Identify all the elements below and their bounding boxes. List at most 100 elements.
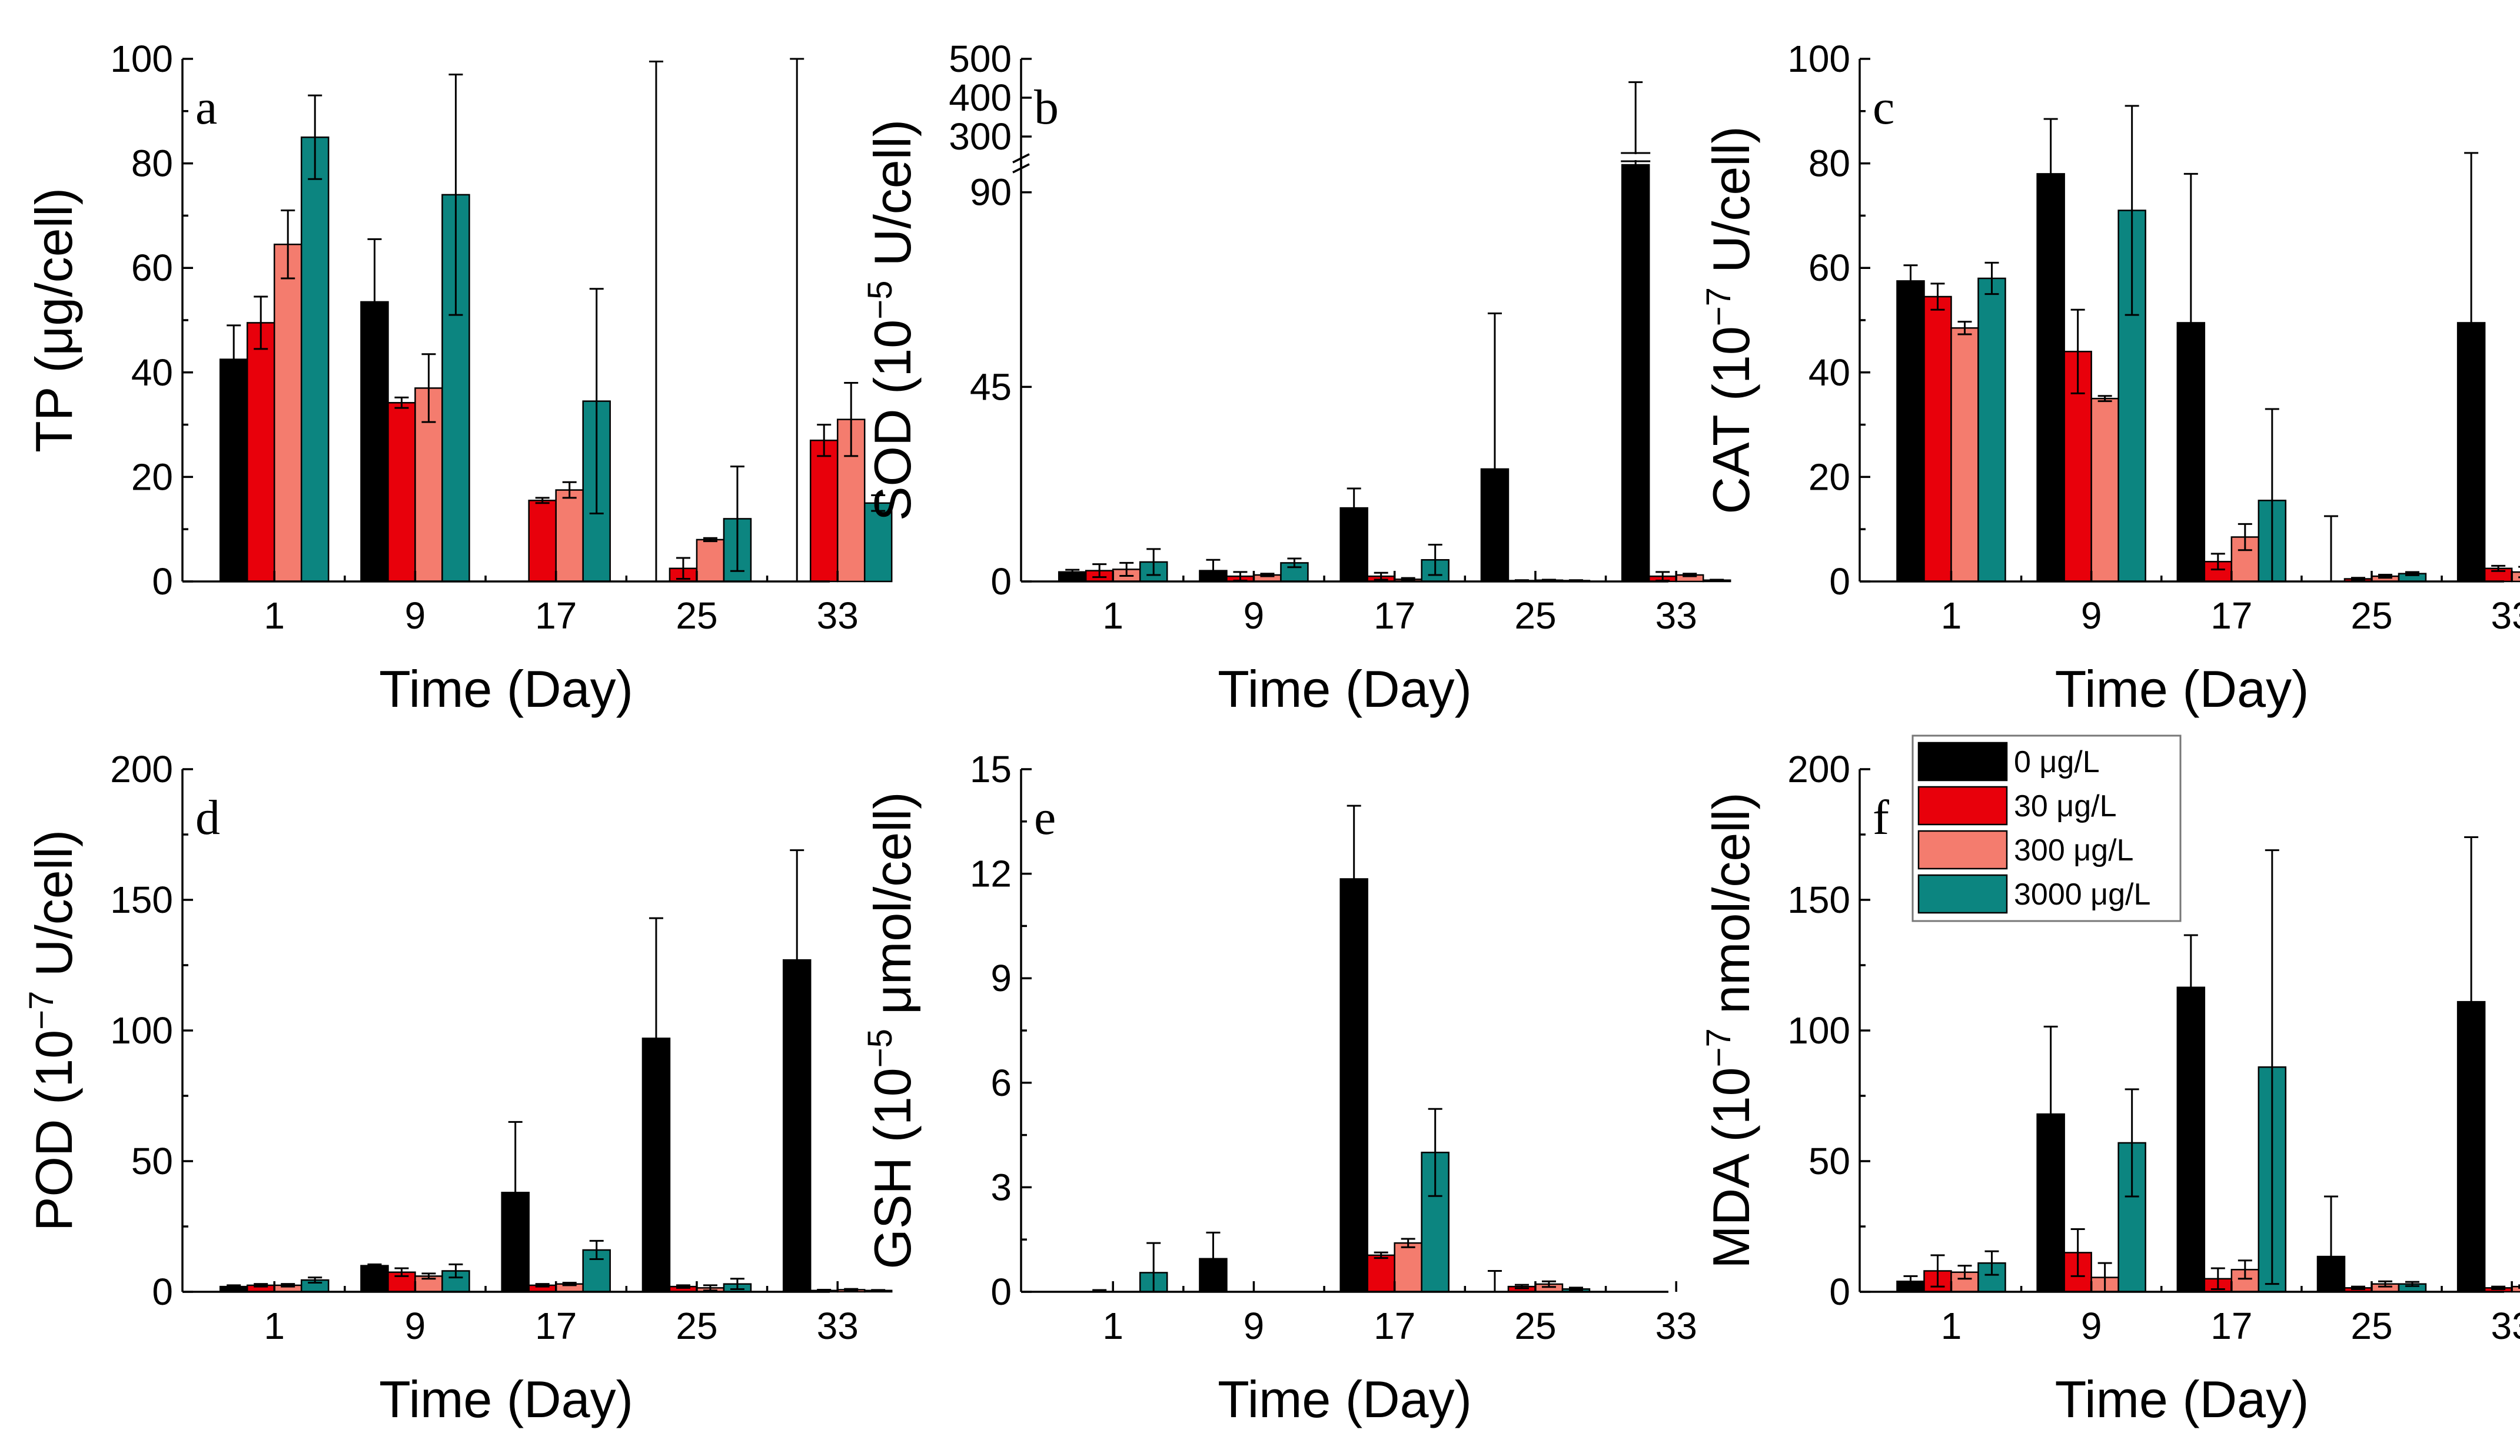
y-tick-label-f-0: 0 xyxy=(1829,1271,1850,1313)
bar-a-s0-c0 xyxy=(219,358,248,583)
x-tick-label-a-4: 33 xyxy=(817,594,859,637)
y-tick-label-c-0: 0 xyxy=(1829,560,1850,603)
y-tick-label-b-1: 45 xyxy=(970,365,1012,408)
x-tick-label-b-4: 33 xyxy=(1655,594,1697,637)
y-tick-label-e-4: 12 xyxy=(970,853,1012,895)
bar-a-s1-c2 xyxy=(528,500,557,583)
y-axis-title-superscript: −5 xyxy=(861,281,899,320)
x-tick-label-b-2: 17 xyxy=(1374,594,1415,637)
y-tick-label-e-0: 0 xyxy=(990,1271,1012,1313)
x-tick-label-f-4: 33 xyxy=(2491,1305,2520,1347)
y-tick-label-a-5: 100 xyxy=(110,38,173,80)
y-tick-label-c-4: 80 xyxy=(1808,142,1850,185)
x-axis-title-b: Time (Day) xyxy=(1218,660,1472,718)
x-axis-title-c: Time (Day) xyxy=(2055,660,2309,718)
y-tick-label-c-1: 20 xyxy=(1808,456,1850,498)
y-axis-title-tail: U/cell) xyxy=(1702,126,1760,287)
x-tick-label-e-4: 33 xyxy=(1655,1305,1697,1347)
y-tick-label-d-0: 0 xyxy=(152,1271,173,1313)
y-axis-title-d: POD (10−7 U/cell) xyxy=(22,830,83,1231)
y-tick-label-d-1: 50 xyxy=(131,1140,173,1182)
legend-swatch-1 xyxy=(1917,786,2008,826)
bar-c-s2-c1 xyxy=(2090,397,2119,583)
x-tick-label-d-3: 25 xyxy=(676,1305,717,1347)
panel-d: 0 50 100 150 200 1 9 17 25 33 Time (Day) POD (10−7 … xyxy=(22,748,893,1428)
bar-a-s2-c3 xyxy=(696,538,725,583)
y-axis-title-superscript: −5 xyxy=(861,1029,899,1068)
panel-letter-a: a xyxy=(195,80,217,135)
y-tick-label-f-1: 50 xyxy=(1808,1140,1850,1182)
y-axis-title-superscript: −7 xyxy=(1700,287,1738,326)
x-tick-label-c-4: 33 xyxy=(2491,594,2520,637)
y-tick-label-c-2: 40 xyxy=(1808,351,1850,394)
panel-letter-e: e xyxy=(1034,790,1056,845)
x-tick-label-e-3: 25 xyxy=(1514,1305,1556,1347)
legend-swatch-0 xyxy=(1917,742,2008,782)
y-axis-title-main: TP (μg/cell) xyxy=(25,188,83,453)
y-tick-label-d-2: 100 xyxy=(110,1009,173,1052)
bar-c-s3-c1 xyxy=(2117,210,2146,583)
bar-a-s3-c0 xyxy=(300,136,330,583)
y-axis-title-e: GSH (10−5 μmol/cell) xyxy=(861,792,922,1269)
x-tick-label-d-2: 17 xyxy=(535,1305,577,1347)
x-tick-label-a-1: 9 xyxy=(405,594,426,637)
y-axis-title-main: MDA (10 xyxy=(1702,1067,1760,1268)
x-tick-label-f-1: 9 xyxy=(2081,1305,2102,1347)
x-tick-label-f-0: 1 xyxy=(1941,1305,1962,1347)
y-tick-label-c-3: 60 xyxy=(1808,247,1850,289)
panel-letter-c: c xyxy=(1873,80,1894,135)
y-axis-title-b: SOD (10−5 U/cell) xyxy=(861,119,922,521)
y-tick-label-b-0: 0 xyxy=(990,560,1012,603)
bar-a-s3-c4 xyxy=(863,502,893,583)
x-tick-label-e-1: 9 xyxy=(1244,1305,1265,1347)
bar-c-s2-c0 xyxy=(1950,327,1979,583)
bar-d-s0-c1 xyxy=(360,1265,389,1293)
axis-break-mark-2 xyxy=(1012,163,1030,174)
y-tick-label-b-2: 90 xyxy=(970,171,1012,214)
y-axis-title-tail: μmol/cell) xyxy=(863,792,922,1029)
legend-label-0: 0 μg/L xyxy=(2014,745,2100,779)
bar-a-s1-c4 xyxy=(809,439,839,583)
x-tick-label-b-0: 1 xyxy=(1102,594,1123,637)
y-axis-title-tail: nmol/cell) xyxy=(1702,792,1760,1028)
bar-a-s2-c2 xyxy=(555,489,584,583)
x-tick-label-b-3: 25 xyxy=(1514,594,1556,637)
y-tick-label-f-4: 200 xyxy=(1787,748,1850,790)
y-tick-label-d-4: 200 xyxy=(110,748,173,790)
panel-letter-d: d xyxy=(195,790,220,845)
bar-c-s1-c0 xyxy=(1923,295,1952,583)
x-axis-title-f: Time (Day) xyxy=(2055,1370,2309,1428)
y-axis-title-main: SOD (10 xyxy=(863,320,922,521)
y-axis-title-superscript: −7 xyxy=(22,991,61,1030)
y-axis-title-main: GSH (10 xyxy=(863,1068,922,1269)
x-tick-label-d-0: 1 xyxy=(264,1305,285,1347)
bar-c-s3-c0 xyxy=(1977,277,2006,583)
panel-f: 0 50 100 150 200 1 9 17 25 33 Time (Day) MDA (10−7 … xyxy=(1700,748,2520,1428)
x-tick-label-c-0: 1 xyxy=(1941,594,1962,637)
legend-swatch-2 xyxy=(1917,830,2008,870)
panel-e: 0 3 6 9 12 15 1 9 17 25 33 Time (Day) GSH (10−5 μmol… xyxy=(861,748,1697,1428)
y-tick-label-a-0: 0 xyxy=(152,560,173,603)
bar-a-s1-c0 xyxy=(246,322,275,583)
axis-break-mark-1 xyxy=(1012,153,1030,164)
y-axis-title-tail: U/cell) xyxy=(25,830,83,991)
break-gap xyxy=(1620,154,1652,160)
legend-label-1: 30 μg/L xyxy=(2014,789,2117,823)
y-tick-label-d-3: 150 xyxy=(110,879,173,921)
x-tick-label-a-2: 17 xyxy=(535,594,577,637)
x-tick-label-f-2: 17 xyxy=(2210,1305,2252,1347)
y-tick-label-b-5: 500 xyxy=(949,38,1012,80)
x-tick-label-a-3: 25 xyxy=(676,594,717,637)
panel-c: 0 20 40 60 80 100 1 9 17 25 33 Time (Day) CAT (10−7 … xyxy=(1700,38,2520,718)
legend-label-2: 300 μg/L xyxy=(2014,833,2133,867)
y-axis-title-tail: U/cell) xyxy=(863,119,922,281)
x-tick-label-e-2: 17 xyxy=(1374,1305,1415,1347)
x-tick-label-b-1: 9 xyxy=(1244,594,1265,637)
bar-a-s2-c0 xyxy=(273,243,302,583)
y-tick-label-e-5: 15 xyxy=(970,748,1012,790)
x-tick-label-a-0: 1 xyxy=(264,594,285,637)
x-tick-label-f-3: 25 xyxy=(2351,1305,2392,1347)
y-tick-label-b-3: 300 xyxy=(949,115,1012,158)
